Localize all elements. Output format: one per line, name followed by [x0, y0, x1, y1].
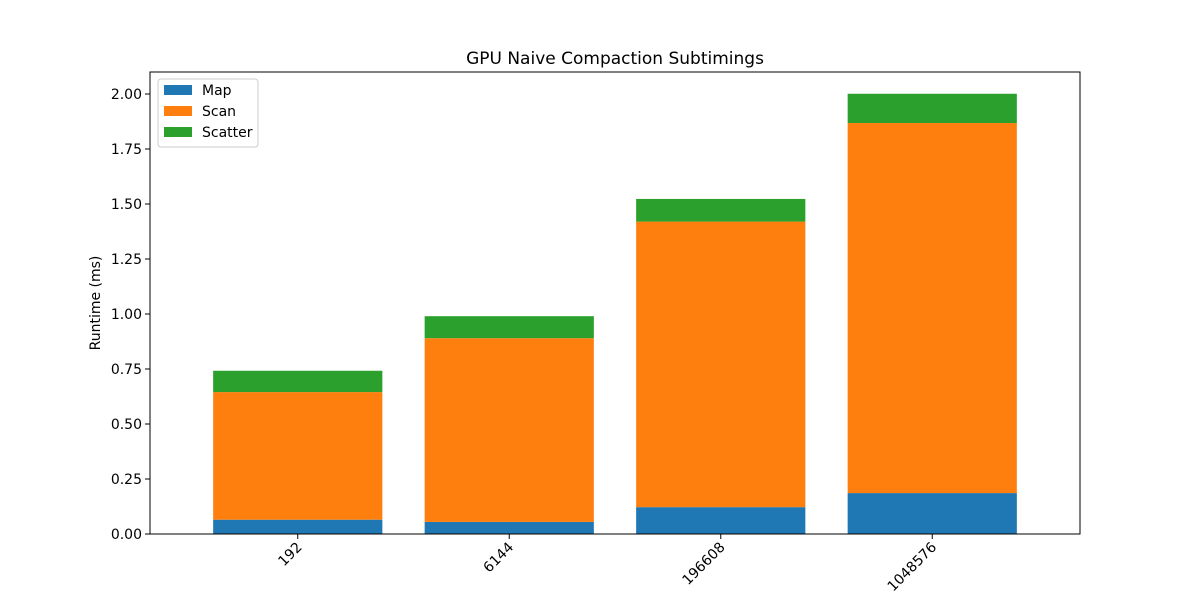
bar-scan-196608 [636, 221, 806, 508]
x-tick-label: 1048576 [885, 539, 940, 594]
y-tick-label: 0.75 [111, 362, 142, 378]
bar-scan-192 [213, 392, 383, 520]
bar-map-192 [213, 519, 383, 534]
legend-swatch-scatter [164, 127, 192, 137]
x-axis: 192 6144 196608 1048576 [275, 534, 940, 595]
y-tick-label: 1.25 [111, 252, 142, 268]
y-tick-label: 0.25 [111, 472, 142, 488]
y-tick-label: 2.00 [111, 87, 142, 103]
x-tick-label: 192 [275, 540, 305, 570]
bar-map-196608 [636, 507, 806, 534]
bar-map-6144 [424, 521, 594, 534]
legend: Map Scan Scatter [157, 78, 259, 148]
bar-map-1048576 [847, 493, 1017, 534]
y-tick-label: 1.75 [111, 142, 142, 158]
bar-scatter-196608 [636, 198, 806, 222]
x-tick-label: 6144 [481, 539, 518, 576]
legend-label-scan: Scan [202, 104, 236, 120]
chart-title: GPU Naive Compaction Subtimings [466, 49, 764, 69]
bar-scan-6144 [424, 338, 594, 522]
legend-label-scatter: Scatter [202, 125, 253, 141]
bar-scan-1048576 [847, 123, 1017, 494]
bar-scatter-1048576 [847, 93, 1017, 124]
plot-frame [149, 71, 1081, 535]
bar-scatter-192 [213, 370, 383, 393]
y-tick-label: 1.00 [111, 307, 142, 323]
y-axis: 0.00 0.25 0.50 0.75 1.00 1.25 1.50 1.75 2.00 [111, 87, 150, 543]
bar-scatter-6144 [424, 316, 594, 339]
legend-swatch-map [164, 85, 192, 95]
legend-swatch-scan [164, 106, 192, 116]
y-axis-label: Runtime (ms) [88, 256, 104, 351]
y-tick-label: 0.00 [111, 527, 142, 543]
y-tick-label: 1.50 [111, 197, 142, 213]
bars-group [213, 93, 1017, 534]
legend-label-map: Map [202, 83, 232, 99]
x-tick-label: 196608 [679, 540, 728, 589]
y-tick-label: 0.50 [111, 417, 142, 433]
